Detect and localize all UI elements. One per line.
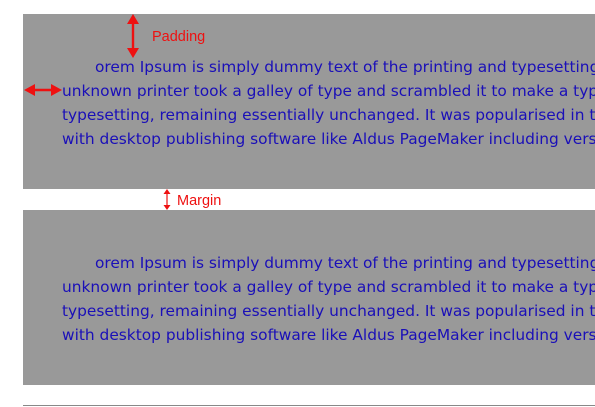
horizontal-padding-arrow-icon [24,84,62,96]
paragraph-line: orem Ipsum is simply dummy text of the p… [95,254,595,272]
paragraph-line: with desktop publishing software like Al… [62,326,595,344]
margin-label: Margin [177,193,222,209]
paragraph-line: unknown printer took a galley of type an… [62,278,595,296]
padding-label: Padding [152,29,206,45]
paragraph-line: with desktop publishing software like Al… [62,130,595,148]
margin-arrow-icon [163,189,171,210]
lorem-paragraph: orem Ipsum is simply dummy text of the p… [62,55,595,151]
paragraph-line: typesetting, remaining essentially uncha… [62,302,595,320]
paragraph-line: typesetting, remaining essentially uncha… [62,106,595,124]
bottom-divider [23,405,595,406]
paragraph-line: orem Ipsum is simply dummy text of the p… [95,58,595,76]
vertical-padding-arrow-icon [127,14,139,58]
example-box-margin: orem Ipsum is simply dummy text of the p… [23,210,595,385]
lorem-paragraph: orem Ipsum is simply dummy text of the p… [62,251,595,347]
paragraph-line: unknown printer took a galley of type an… [62,82,595,100]
example-box-padding: orem Ipsum is simply dummy text of the p… [23,14,595,189]
